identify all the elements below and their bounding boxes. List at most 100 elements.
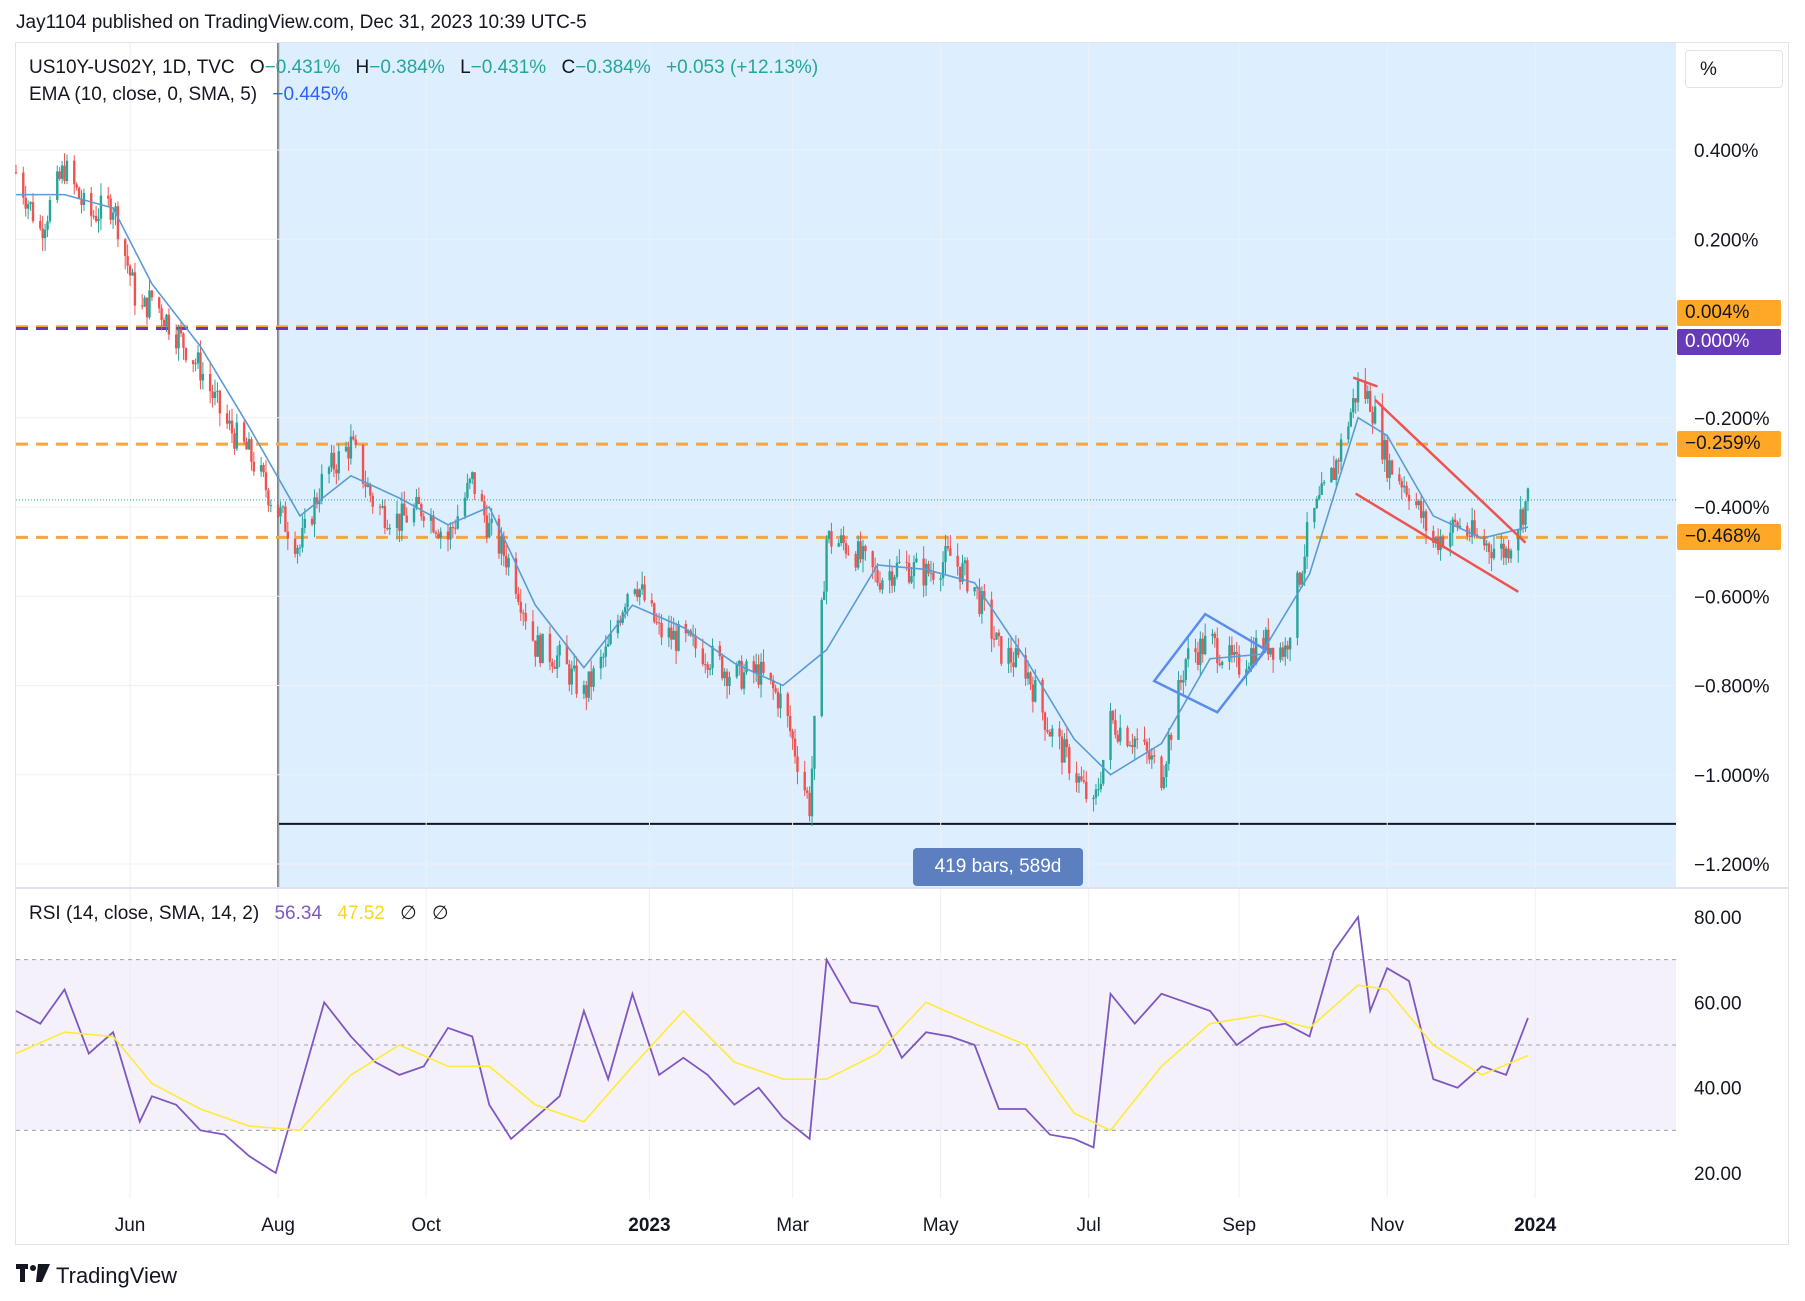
candle-body <box>536 635 539 657</box>
x-axis: Jun Aug Oct 2023 Mar May Jul Sep Nov 2024 <box>115 1215 1557 1236</box>
range-fill <box>278 43 1677 888</box>
candle-body <box>1318 495 1321 499</box>
candle-body <box>759 661 763 685</box>
price-tag-2: −0.259% <box>1677 431 1781 458</box>
candle-body <box>228 420 231 424</box>
rsi-tick-label: 20.00 <box>1694 1164 1742 1185</box>
candle-body <box>293 538 297 554</box>
legend-open-label: O <box>249 57 265 78</box>
x-tick-label: Mar <box>776 1215 809 1236</box>
candle-body <box>1247 666 1251 670</box>
candle-body <box>335 469 338 474</box>
candle-body <box>1143 739 1146 742</box>
ema-legend-label[interactable]: EMA (10, close, 0, SMA, 5) <box>29 84 258 105</box>
candle-body <box>1126 727 1129 746</box>
wedge-line-1 <box>1374 398 1527 544</box>
x-tick-label: Nov <box>1370 1215 1404 1236</box>
candle-body <box>706 664 709 670</box>
candle-body <box>1485 543 1488 546</box>
legend-low-label: L <box>460 57 471 78</box>
candle-body <box>1111 710 1115 721</box>
candle-body <box>825 539 828 592</box>
candle-body <box>822 591 826 600</box>
price-tick-label: −0.400% <box>1694 498 1770 519</box>
candle-body <box>208 374 212 392</box>
legend-symbol[interactable]: US10Y-US02Y, 1D, TVC <box>29 57 235 78</box>
candle-body <box>1133 738 1137 748</box>
candle-body <box>522 612 525 614</box>
candle-body <box>1186 648 1190 660</box>
candle-body <box>657 622 661 624</box>
rsi-legend-extra1: ∅ <box>400 903 417 924</box>
candle-body <box>1383 440 1386 460</box>
candle-body <box>1407 494 1411 502</box>
candle-body <box>1114 720 1117 735</box>
x-tick-label: Aug <box>261 1215 295 1236</box>
candle-body <box>1026 672 1030 679</box>
candle-body <box>1271 647 1275 660</box>
candle-body <box>1385 440 1389 478</box>
candle-body <box>837 543 840 547</box>
candle-body <box>941 562 945 579</box>
candle-body <box>572 665 576 669</box>
candle-body <box>701 648 705 665</box>
candle-body <box>344 446 348 452</box>
candle-body <box>1279 647 1282 660</box>
x-tick-label: Sep <box>1222 1215 1256 1236</box>
candle-body <box>876 569 879 584</box>
candle-body <box>126 256 129 266</box>
candle-body <box>497 518 501 554</box>
candle-body <box>592 668 595 687</box>
candle-body <box>1213 633 1217 639</box>
candle-body <box>1330 467 1333 483</box>
candle-body <box>165 314 168 327</box>
candle-body <box>1490 552 1493 559</box>
price-tick-label: −1.200% <box>1694 855 1770 876</box>
rsi-legend-label[interactable]: RSI (14, close, SMA, 14, 2) <box>29 903 260 924</box>
price-tag-0: 0.004% <box>1677 299 1781 326</box>
date-range-badge: 419 bars, 589d <box>913 848 1083 886</box>
y-axis: 0.400% 0.200% −0.200% −0.400% −0.600% −0.800%… <box>1694 141 1770 1185</box>
candle-body <box>1473 520 1476 535</box>
candle-body <box>1046 729 1049 732</box>
candle-body <box>259 465 263 472</box>
candle-body <box>774 688 777 692</box>
candle-body <box>609 633 612 644</box>
candle-body <box>1177 680 1180 740</box>
candle-body <box>1390 460 1394 475</box>
candle-body <box>143 297 146 307</box>
candle-body <box>949 548 952 556</box>
candle-body <box>839 535 843 544</box>
percent-scale-button[interactable]: % <box>1685 50 1783 88</box>
candle-body <box>813 716 816 769</box>
candle-body <box>99 195 103 219</box>
candle-body <box>728 676 731 687</box>
candle-body <box>507 558 510 568</box>
candle-body <box>776 691 780 709</box>
candle-body <box>1288 637 1292 650</box>
candle-body <box>279 507 282 517</box>
candle-body <box>738 660 741 665</box>
candle-body <box>1349 412 1352 427</box>
candle-body <box>924 563 928 586</box>
candle-body <box>539 635 542 664</box>
candle-body <box>446 531 450 540</box>
candle-body <box>1029 672 1032 685</box>
candle-body <box>480 493 484 502</box>
candle-body <box>1211 633 1214 636</box>
rsi-tick-label: 80.00 <box>1694 908 1742 929</box>
candle-body <box>589 671 593 687</box>
candle-body <box>704 664 707 666</box>
candle-body <box>1524 501 1527 525</box>
candle-body <box>434 532 438 534</box>
candle-body <box>111 212 115 220</box>
x-tick-label: Jun <box>115 1215 146 1236</box>
candle-body <box>1296 572 1299 638</box>
rsi-ma-legend-value: 47.52 <box>337 903 385 924</box>
candle-body <box>636 589 639 598</box>
candle-body <box>46 221 49 230</box>
candle-body <box>1424 511 1428 531</box>
candle-body <box>1075 773 1078 783</box>
candle-body <box>191 360 195 365</box>
